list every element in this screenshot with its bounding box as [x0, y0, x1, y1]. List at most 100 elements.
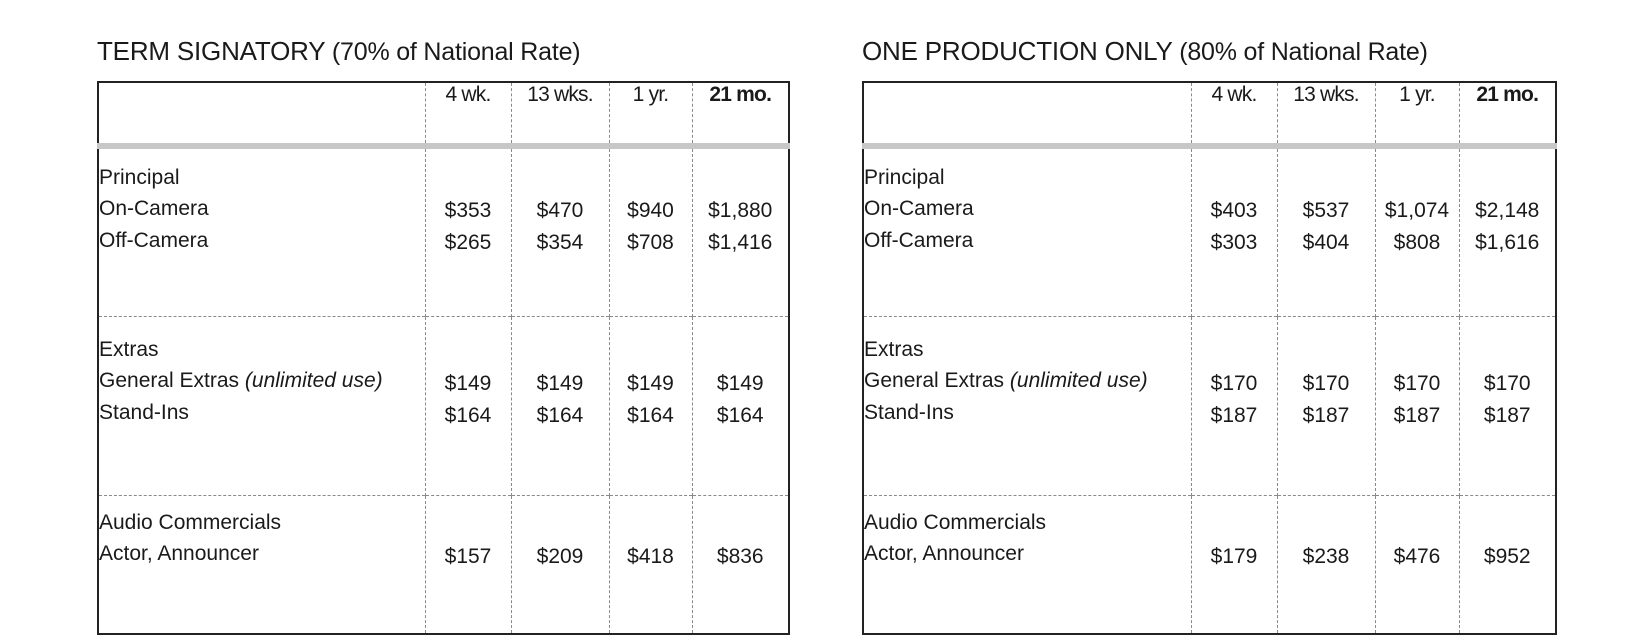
value-cell: $537 $404 [1276, 146, 1375, 317]
rate-table: 4 wk. 13 wks. 1 yr. 21 mo. Principal On-… [862, 81, 1557, 635]
value-cell: $353 $265 [424, 146, 511, 317]
rate-value: $476 [1393, 545, 1441, 568]
rate-value: $179 [1210, 545, 1258, 568]
value-cell: $209 [510, 495, 609, 634]
rate-value: $209 [536, 545, 584, 568]
rate-value: $353 [444, 199, 492, 222]
rate-value: $157 [444, 545, 492, 568]
group-label-cell: Extras General Extras (unlimited use) St… [863, 316, 1191, 496]
row-label: Off-Camera [99, 229, 209, 252]
rate-value: $808 [1393, 231, 1441, 254]
row-label-text: General Extras [864, 369, 1010, 392]
rate-value: $940 [627, 199, 674, 222]
rate-value: $149 [627, 372, 674, 395]
header-empty-cell [863, 82, 1191, 149]
row-label: On-Camera [864, 197, 974, 220]
column-header: 13 wks. [1276, 82, 1375, 149]
column-header: 4 wk. [424, 82, 511, 149]
column-header: 13 wks. [510, 82, 609, 149]
rate-value: $470 [536, 199, 584, 222]
row-label: Off-Camera [864, 229, 974, 252]
value-cell: $157 [424, 495, 511, 634]
rate-value: $303 [1210, 231, 1258, 254]
row-label: Actor, Announcer [864, 542, 1024, 565]
rate-value: $187 [1210, 404, 1258, 427]
rate-value: $836 [716, 545, 764, 568]
group-heading: Extras [99, 338, 159, 361]
row-label: Stand-Ins [99, 401, 189, 424]
table-title: TERM SIGNATORY (70% of National Rate) [97, 36, 581, 67]
column-header: 4 wk. [1190, 82, 1277, 149]
rate-value: $164 [627, 404, 674, 427]
column-header: 21 mo. [1458, 82, 1556, 149]
value-cell: $238 [1276, 495, 1375, 634]
rate-value: $149 [444, 372, 492, 395]
value-cell: $149 $164 [608, 316, 692, 496]
rate-value: $952 [1483, 545, 1531, 568]
value-cell: $1,074 $808 [1374, 146, 1459, 317]
row-label: On-Camera [99, 197, 209, 220]
rate-value: $1,416 [708, 231, 773, 254]
value-cell: $149 $164 [691, 316, 789, 496]
value-cell: $149 $164 [424, 316, 511, 496]
title-main: TERM SIGNATORY [97, 36, 325, 66]
rate-value: $238 [1302, 545, 1350, 568]
value-cell: $403 $303 [1190, 146, 1277, 317]
value-cell: $170 $187 [1458, 316, 1556, 496]
rate-value: $404 [1302, 231, 1350, 254]
value-cell: $470 $354 [510, 146, 609, 317]
row-label-text: General Extras [99, 369, 245, 392]
group-label-cell: Audio Commercials Actor, Announcer [863, 495, 1191, 634]
column-header: 1 yr. [608, 82, 692, 149]
rate-table: 4 wk. 13 wks. 1 yr. 21 mo. Principal On-… [97, 81, 790, 635]
extras-group: Extras General Extras (unlimited use) St… [98, 316, 789, 496]
column-header: 21 mo. [691, 82, 789, 149]
group-heading: Audio Commercials [864, 511, 1047, 534]
value-cell: $418 [608, 495, 692, 634]
group-label-cell: Audio Commercials Actor, Announcer [98, 495, 425, 634]
rate-value: $170 [1393, 372, 1441, 395]
rate-value: $187 [1483, 404, 1531, 427]
group-label-cell: Principal On-Camera Off-Camera [863, 146, 1191, 317]
rate-value: $2,148 [1475, 199, 1540, 222]
row-label: Stand-Ins [864, 401, 954, 424]
row-label-note: (unlimited use) [1009, 369, 1148, 392]
rate-value: $708 [627, 231, 674, 254]
value-cell: $170 $187 [1276, 316, 1375, 496]
rate-value: $1,880 [708, 199, 773, 222]
rate-value: $164 [536, 404, 584, 427]
row-label-note: (unlimited use) [244, 369, 383, 392]
rate-value: $354 [536, 231, 584, 254]
table-title: ONE PRODUCTION ONLY (80% of National Rat… [862, 36, 1428, 67]
title-main: ONE PRODUCTION ONLY [862, 36, 1173, 66]
rate-value: $403 [1210, 199, 1258, 222]
principal-group: Principal On-Camera Off-Camera $403 $303… [863, 146, 1556, 317]
principal-group: Principal On-Camera Off-Camera $353 $265… [98, 146, 789, 317]
rate-value: $187 [1393, 404, 1441, 427]
header-row: 4 wk. 13 wks. 1 yr. 21 mo. [98, 82, 789, 149]
group-heading: Principal [99, 166, 180, 189]
value-cell: $836 [691, 495, 789, 634]
rate-value: $265 [444, 231, 492, 254]
rate-value: $170 [1483, 372, 1531, 395]
rate-value: $537 [1302, 199, 1350, 222]
value-cell: $940 $708 [608, 146, 692, 317]
group-heading: Audio Commercials [99, 511, 282, 534]
rate-value: $149 [716, 372, 764, 395]
rate-value: $418 [627, 545, 674, 568]
row-label: Actor, Announcer [99, 542, 259, 565]
header-empty-cell [98, 82, 425, 149]
rate-value: $164 [444, 404, 492, 427]
group-heading: Extras [864, 338, 924, 361]
value-cell: $170 $187 [1190, 316, 1277, 496]
rate-value: $1,074 [1384, 199, 1450, 222]
row-label: General Extras (unlimited use) [864, 365, 1191, 397]
rate-value: $170 [1210, 372, 1258, 395]
extras-group: Extras General Extras (unlimited use) St… [863, 316, 1556, 496]
rate-value: $149 [536, 372, 584, 395]
value-cell: $179 [1190, 495, 1277, 634]
audio-group: Audio Commercials Actor, Announcer $157 … [98, 495, 789, 634]
rate-value: $1,616 [1475, 231, 1540, 254]
value-cell: $952 [1458, 495, 1556, 634]
row-label: General Extras (unlimited use) [99, 365, 425, 397]
